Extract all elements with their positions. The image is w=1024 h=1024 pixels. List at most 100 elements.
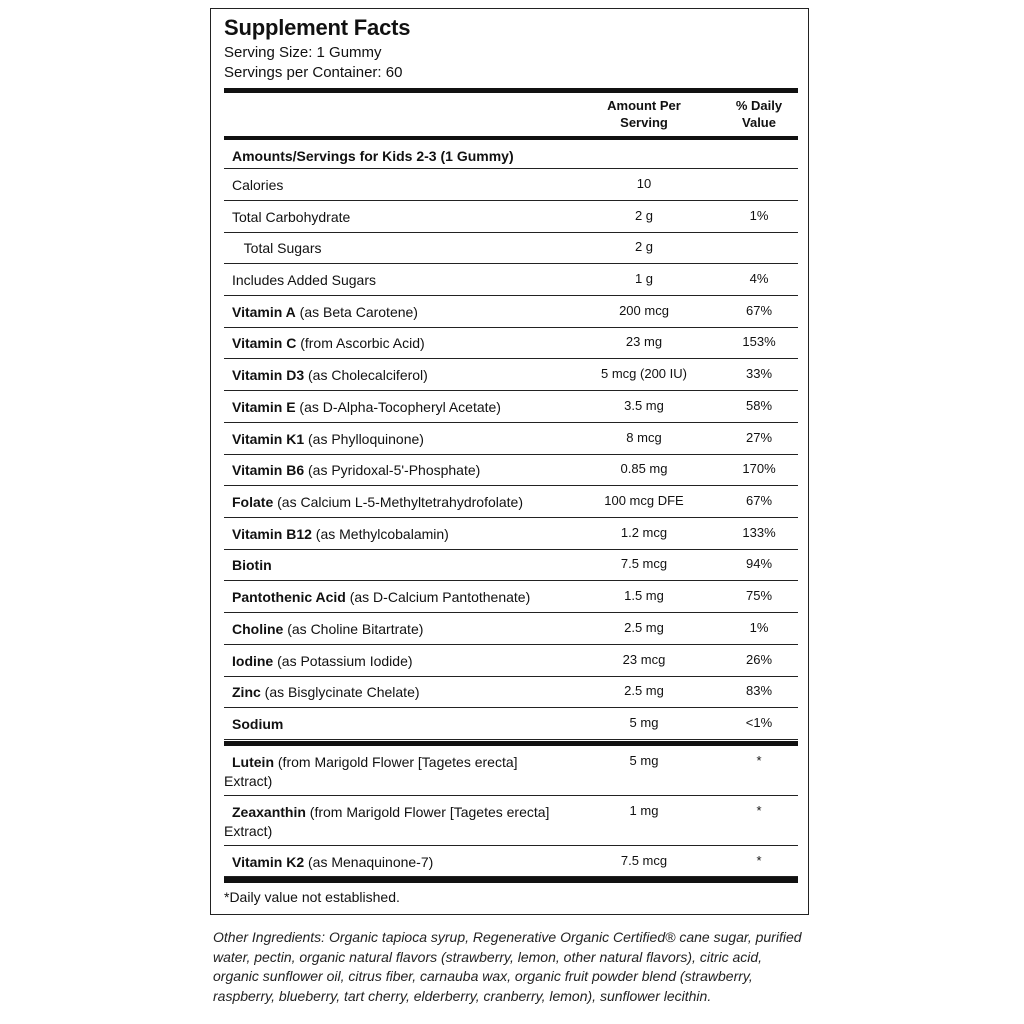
nutrient-source: (as Menaquinone-7) bbox=[304, 854, 434, 870]
nutrient-amount: 2.5 mg bbox=[624, 620, 664, 635]
amount-per-serving-header: Amount Per Serving bbox=[584, 97, 704, 131]
nutrient-name: Vitamin E (as D-Alpha-Tocopheryl Acetate… bbox=[232, 398, 572, 417]
footnote: *Daily value not established. bbox=[224, 889, 400, 905]
nutrient-source: (as Pyridoxal-5'-Phosphate) bbox=[304, 462, 481, 478]
amount-header-line2: Serving bbox=[620, 115, 668, 130]
nutrient-name-bold: Iodine bbox=[232, 653, 274, 669]
nutrient-amount: 200 mcg bbox=[619, 303, 669, 318]
nutrient-row: Vitamin K2 (as Menaquinone-7) 7.5 mcg * bbox=[224, 846, 798, 877]
nutrient-name-bold: Vitamin D3 bbox=[232, 367, 305, 383]
nutrient-amount: 5 mg bbox=[629, 753, 659, 768]
panel-title: Supplement Facts bbox=[224, 15, 411, 40]
nutrient-name-bold: Vitamin A bbox=[232, 304, 296, 320]
nutrient-daily-value: 170% bbox=[742, 461, 776, 476]
thick-divider bbox=[224, 741, 798, 746]
nutrient-name: Vitamin C (from Ascorbic Acid) bbox=[232, 334, 572, 353]
nutrient-amount: 3.5 mg bbox=[624, 398, 664, 413]
nutrient-daily-value: <1% bbox=[745, 715, 773, 730]
serving-size: Serving Size: 1 Gummy bbox=[224, 44, 382, 61]
nutrient-daily-value: 153% bbox=[742, 334, 776, 349]
nutrient-name-bold: Pantothenic Acid bbox=[232, 589, 346, 605]
nutrient-row: Total Sugars 2 g bbox=[224, 232, 798, 264]
supplement-facts-panel: Supplement Facts Serving Size: 1 Gummy S… bbox=[210, 8, 809, 915]
nutrient-name-bold: Biotin bbox=[232, 557, 272, 573]
thick-divider bbox=[224, 88, 798, 93]
nutrient-source: Total Sugars bbox=[232, 240, 322, 256]
nutrient-name: Total Sugars bbox=[232, 239, 572, 258]
nutrient-name: Vitamin K2 (as Menaquinone-7) bbox=[232, 853, 572, 872]
nutrient-amount: 8 mcg bbox=[626, 430, 662, 445]
nutrient-amount: 2 g bbox=[634, 208, 654, 223]
nutrient-amount: 5 mg bbox=[629, 715, 659, 730]
servings-per-container: Servings per Container: 60 bbox=[224, 64, 403, 81]
nutrient-source: Includes Added Sugars bbox=[232, 272, 376, 288]
nutrient-name-bold: Vitamin K1 bbox=[232, 431, 305, 447]
nutrient-name: Vitamin A (as Beta Carotene) bbox=[232, 303, 572, 322]
nutrient-row: Vitamin C (from Ascorbic Acid) 23 mg 153% bbox=[224, 327, 798, 359]
nutrient-amount: 2 g bbox=[634, 239, 654, 254]
nutrient-name: Pantothenic Acid (as D-Calcium Pantothen… bbox=[232, 588, 572, 607]
nutrient-name: Vitamin B6 (as Pyridoxal-5'-Phosphate) bbox=[232, 461, 572, 480]
nutrient-name-bold: Vitamin K2 bbox=[232, 854, 305, 870]
nutrient-source: Calories bbox=[232, 177, 284, 193]
nutrient-amount: 1 mg bbox=[629, 803, 659, 818]
nutrient-source: (from Ascorbic Acid) bbox=[296, 335, 425, 351]
nutrient-name: Choline (as Choline Bitartrate) bbox=[232, 620, 572, 639]
nutrient-amount: 10 bbox=[636, 176, 652, 191]
thick-divider bbox=[224, 877, 798, 883]
section-heading: Amounts/Servings for Kids 2-3 (1 Gummy) bbox=[232, 148, 514, 164]
nutrient-source: (from Marigold Flower [Tagetes erecta] E… bbox=[224, 754, 522, 789]
nutrient-amount: 2.5 mg bbox=[624, 683, 664, 698]
nutrient-daily-value: 26% bbox=[745, 652, 773, 667]
nutrient-row: Vitamin D3 (as Cholecalciferol) 5 mcg (20… bbox=[224, 359, 798, 391]
nutrient-row: Lutein (from Marigold Flower [Tagetes er… bbox=[224, 746, 798, 796]
nutrient-daily-value: 33% bbox=[745, 366, 773, 381]
nutrient-amount: 100 mcg DFE bbox=[604, 493, 684, 508]
nutrient-daily-value: * bbox=[756, 803, 762, 818]
dv-header-line2: Value bbox=[742, 115, 776, 130]
nutrient-source: (as Potassium Iodide) bbox=[273, 653, 413, 669]
nutrient-row: Folate (as Calcium L-5-Methyltetrahydrof… bbox=[224, 486, 798, 518]
nutrient-amount: 7.5 mcg bbox=[620, 556, 668, 571]
nutrient-name: Biotin bbox=[232, 556, 572, 575]
nutrient-daily-value: * bbox=[756, 853, 762, 868]
daily-value-header: % Daily Value bbox=[714, 97, 804, 131]
nutrient-row: Vitamin B6 (as Pyridoxal-5'-Phosphate) 0.… bbox=[224, 454, 798, 486]
other-ingredients: Other Ingredients: Organic tapioca syrup… bbox=[213, 929, 802, 1004]
nutrient-source: (as D-Alpha-Tocopheryl Acetate) bbox=[295, 399, 501, 415]
nutrient-amount: 23 mg bbox=[625, 334, 663, 349]
nutrient-row: Choline (as Choline Bitartrate) 2.5 mg 1% bbox=[224, 613, 798, 645]
nutrient-source: Total Carbohydrate bbox=[232, 209, 351, 225]
nutrient-source: (as Calcium L-5-Methyltetrahydrofolate) bbox=[273, 494, 523, 510]
thick-divider bbox=[224, 136, 798, 140]
nutrient-daily-value: 67% bbox=[745, 303, 773, 318]
nutrient-name: Zeaxanthin (from Marigold Flower [Tagete… bbox=[224, 803, 564, 841]
nutrient-name: Iodine (as Potassium Iodide) bbox=[232, 652, 572, 671]
nutrient-name-bold: Vitamin B6 bbox=[232, 462, 305, 478]
nutrient-amount: 0.85 mg bbox=[620, 461, 668, 476]
nutrient-name: Total Carbohydrate bbox=[232, 208, 572, 227]
nutrient-name: Vitamin B12 (as Methylcobalamin) bbox=[232, 525, 572, 544]
nutrient-amount: 5 mcg (200 IU) bbox=[601, 366, 687, 381]
nutrient-row: Biotin 7.5 mcg 94% bbox=[224, 549, 798, 581]
nutrient-amount: 1.5 mg bbox=[624, 588, 664, 603]
nutrient-name: Includes Added Sugars bbox=[232, 271, 572, 290]
nutrient-row: Vitamin E (as D-Alpha-Tocopheryl Acetate… bbox=[224, 391, 798, 423]
nutrient-row: Includes Added Sugars 1 g 4% bbox=[224, 264, 798, 296]
nutrient-daily-value: 58% bbox=[745, 398, 773, 413]
amount-header-line1: Amount Per bbox=[607, 98, 681, 113]
nutrient-amount: 1.2 mcg bbox=[620, 525, 668, 540]
nutrient-row: Zinc (as Bisglycinate Chelate) 2.5 mg 83% bbox=[224, 676, 798, 708]
nutrient-row: Sodium 5 mg <1% bbox=[224, 708, 798, 740]
nutrient-name-bold: Zeaxanthin bbox=[232, 804, 306, 820]
nutrient-daily-value: * bbox=[756, 753, 762, 768]
nutrient-source: (from Marigold Flower [Tagetes erecta] E… bbox=[224, 804, 554, 839]
nutrient-daily-value: 1% bbox=[749, 620, 769, 635]
nutrient-daily-value: 94% bbox=[745, 556, 773, 571]
nutrient-name: Sodium bbox=[232, 715, 572, 734]
nutrient-name-bold: Sodium bbox=[232, 716, 284, 732]
nutrient-amount: 7.5 mcg bbox=[620, 853, 668, 868]
nutrient-row: Calories 10 bbox=[224, 169, 798, 201]
nutrient-name-bold: Vitamin E bbox=[232, 399, 296, 415]
nutrient-source: (as Beta Carotene) bbox=[295, 304, 418, 320]
